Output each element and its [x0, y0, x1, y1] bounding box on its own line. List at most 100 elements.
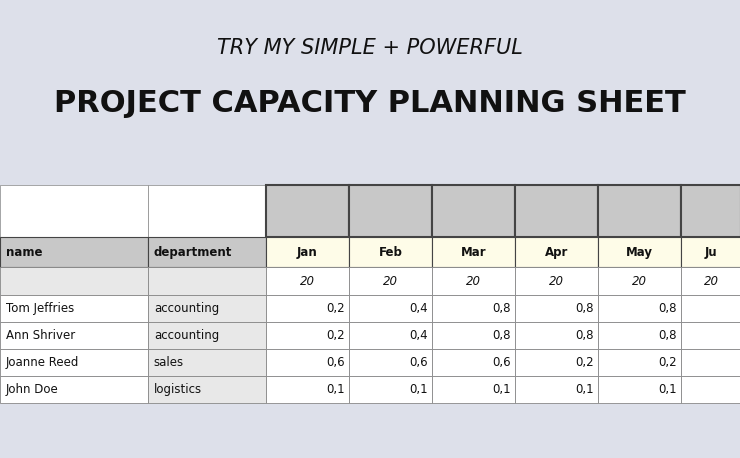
Bar — [148, 349, 266, 376]
Text: Tom Jeffries: Tom Jeffries — [6, 302, 74, 316]
Bar — [515, 267, 598, 295]
Text: 20: 20 — [704, 275, 719, 288]
Bar — [681, 238, 740, 267]
Bar — [0, 349, 148, 376]
Bar — [349, 267, 432, 295]
Bar — [148, 185, 266, 238]
Text: 0,8: 0,8 — [575, 302, 593, 316]
Text: Apr: Apr — [545, 246, 568, 259]
Bar — [598, 267, 681, 295]
Text: 20: 20 — [383, 275, 398, 288]
Text: 0,1: 0,1 — [409, 383, 428, 397]
Text: name: name — [6, 246, 42, 259]
Text: 0,8: 0,8 — [575, 329, 593, 343]
Text: 0,1: 0,1 — [575, 383, 593, 397]
Bar — [681, 295, 740, 322]
Bar — [266, 185, 349, 238]
Text: sales: sales — [154, 356, 184, 370]
Text: Ann Shriver: Ann Shriver — [6, 329, 75, 343]
Bar — [349, 376, 432, 403]
Text: 20: 20 — [466, 275, 481, 288]
Bar — [515, 185, 598, 238]
Text: 0,8: 0,8 — [658, 302, 676, 316]
Bar — [598, 322, 681, 349]
Bar — [0, 238, 148, 267]
Text: 0,4: 0,4 — [409, 329, 428, 343]
Text: TRY MY SIMPLE + POWERFUL: TRY MY SIMPLE + POWERFUL — [217, 38, 523, 58]
Bar — [432, 349, 515, 376]
Bar — [432, 322, 515, 349]
Text: 20: 20 — [632, 275, 647, 288]
Bar — [0, 322, 148, 349]
Bar — [432, 295, 515, 322]
Text: 0,8: 0,8 — [492, 329, 511, 343]
Text: 0,6: 0,6 — [409, 356, 428, 370]
Bar — [349, 322, 432, 349]
Text: 0,8: 0,8 — [492, 302, 511, 316]
Text: Jan: Jan — [297, 246, 318, 259]
Text: Mar: Mar — [461, 246, 486, 259]
Text: 0,1: 0,1 — [492, 383, 511, 397]
Bar — [349, 185, 432, 238]
Text: 20: 20 — [300, 275, 315, 288]
Bar — [349, 349, 432, 376]
Text: 0,2: 0,2 — [658, 356, 676, 370]
Text: PROJECT CAPACITY PLANNING SHEET: PROJECT CAPACITY PLANNING SHEET — [54, 88, 686, 118]
Bar — [148, 267, 266, 295]
Bar — [515, 349, 598, 376]
Bar — [349, 295, 432, 322]
Text: 0,6: 0,6 — [492, 356, 511, 370]
Bar — [266, 267, 349, 295]
Bar — [148, 295, 266, 322]
Bar — [681, 185, 740, 238]
Bar — [148, 238, 266, 267]
Bar — [598, 238, 681, 267]
Text: logistics: logistics — [154, 383, 202, 397]
Text: accounting: accounting — [154, 329, 219, 343]
Bar — [681, 376, 740, 403]
Text: 0,1: 0,1 — [658, 383, 676, 397]
Text: accounting: accounting — [154, 302, 219, 316]
Bar — [266, 349, 349, 376]
Bar — [515, 238, 598, 267]
Text: department: department — [154, 246, 232, 259]
Text: Feb: Feb — [379, 246, 403, 259]
Bar — [266, 295, 349, 322]
Text: 0,2: 0,2 — [575, 356, 593, 370]
Bar — [515, 295, 598, 322]
Bar — [515, 322, 598, 349]
Text: 0,2: 0,2 — [326, 302, 345, 316]
Bar — [432, 376, 515, 403]
Text: 20: 20 — [549, 275, 564, 288]
Text: May: May — [626, 246, 653, 259]
Bar — [148, 322, 266, 349]
Bar — [266, 376, 349, 403]
Bar — [266, 322, 349, 349]
Text: Ju: Ju — [704, 246, 717, 259]
Bar — [266, 238, 349, 267]
Text: John Doe: John Doe — [6, 383, 58, 397]
Text: 0,6: 0,6 — [326, 356, 345, 370]
Bar — [349, 238, 432, 267]
Text: 0,1: 0,1 — [326, 383, 345, 397]
Bar — [0, 267, 148, 295]
Bar — [148, 376, 266, 403]
Bar — [515, 376, 598, 403]
Bar — [432, 185, 515, 238]
Text: 0,8: 0,8 — [658, 329, 676, 343]
Bar — [598, 295, 681, 322]
Bar — [598, 349, 681, 376]
Bar — [432, 238, 515, 267]
Bar — [0, 376, 148, 403]
Bar — [0, 185, 148, 238]
Bar — [681, 322, 740, 349]
Bar — [432, 267, 515, 295]
Bar — [598, 185, 681, 238]
Bar — [0, 295, 148, 322]
Bar — [681, 267, 740, 295]
Text: Joanne Reed: Joanne Reed — [6, 356, 79, 370]
Text: 0,4: 0,4 — [409, 302, 428, 316]
Text: 0,2: 0,2 — [326, 329, 345, 343]
Bar — [598, 376, 681, 403]
Bar — [681, 349, 740, 376]
